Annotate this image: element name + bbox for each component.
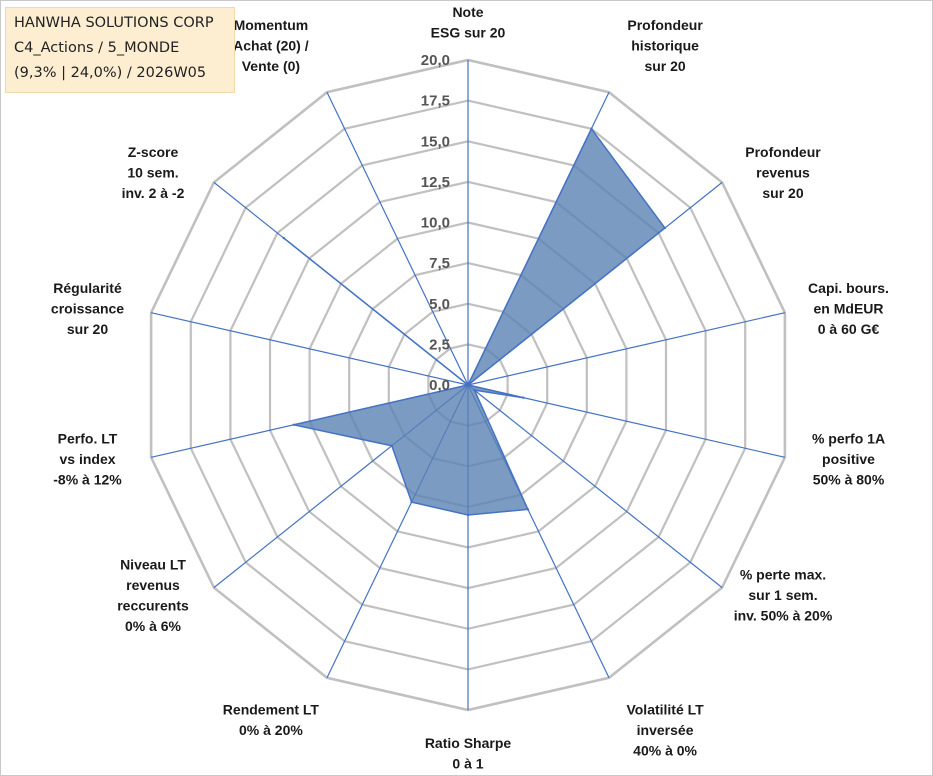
axis-label-line: Capi. bours. bbox=[808, 280, 889, 296]
axis-label-line: sur 20 bbox=[762, 185, 803, 201]
tick-label: 10,0 bbox=[421, 215, 450, 232]
axis-label-line: % perfo 1A bbox=[812, 431, 885, 447]
axis-label: Régularité croissance sur 20 bbox=[51, 280, 124, 337]
axis-label-line: reccurents bbox=[117, 597, 189, 613]
tick-label: 2,5 bbox=[429, 336, 450, 353]
axis-label-line: inv. 50% à 20% bbox=[734, 608, 833, 624]
data-point bbox=[526, 508, 530, 511]
axis-label-line: Rendement LT bbox=[223, 701, 320, 717]
data-point bbox=[410, 500, 413, 504]
axis-label: Profondeur historique sur 20 bbox=[627, 17, 703, 74]
axis-label: Volatilité LT inversée 40% à 0% bbox=[626, 701, 704, 758]
tick-label: 5,0 bbox=[429, 296, 450, 313]
axis-label: Rendement LT 0% à 20% bbox=[223, 701, 320, 738]
axis-label-line: historique bbox=[631, 38, 699, 54]
tick-label: 15,0 bbox=[421, 133, 450, 150]
data-point bbox=[282, 236, 285, 240]
series-area bbox=[283, 127, 666, 516]
axis-spoke bbox=[467, 384, 723, 589]
axis-label-line: Momentum bbox=[234, 17, 309, 33]
axis-label-line: revenus bbox=[756, 164, 810, 180]
axis-spoke bbox=[326, 91, 469, 386]
axis-label: Perfo. LT vs index -8% à 12% bbox=[53, 431, 122, 488]
data-point bbox=[473, 388, 476, 392]
title-line-1: HANWHA SOLUTIONS CORP bbox=[14, 15, 214, 31]
axis-label-line: croissance bbox=[51, 300, 124, 316]
axis-label-line: % perte max. bbox=[740, 567, 826, 583]
axis-label-line: vs index bbox=[59, 451, 115, 467]
title-line-2: C4_Actions / 5_MONDE bbox=[14, 40, 180, 56]
axis-label-line: 0 à 1 bbox=[452, 756, 483, 772]
tick-label: 20,0 bbox=[421, 52, 450, 69]
axis-label-line: inv. 2 à -2 bbox=[122, 185, 185, 201]
axis-label: Profondeur revenus sur 20 bbox=[745, 144, 821, 201]
axis-label-line: Perfo. LT bbox=[58, 431, 118, 447]
axis-label-line: 50% à 80% bbox=[813, 472, 885, 488]
axis-label: % perfo 1A positive 50% à 80% bbox=[812, 431, 885, 488]
axis-label: Z-score 10 sem. inv. 2 à -2 bbox=[122, 144, 185, 201]
axis-label-line: sur 20 bbox=[644, 58, 685, 74]
data-point bbox=[663, 226, 667, 230]
axis-label-line: en MdEUR bbox=[814, 300, 884, 316]
axis-label: Niveau LT revenus reccurents 0% à 6% bbox=[117, 556, 189, 634]
tick-label: 12,5 bbox=[421, 174, 450, 191]
axis-label-line: Ratio Sharpe bbox=[425, 735, 512, 751]
axis-label-line: Niveau LT bbox=[120, 556, 186, 572]
axis-label-line: positive bbox=[822, 451, 875, 467]
title-line-3: (9,3% | 24,0%) / 2026W05 bbox=[14, 65, 207, 81]
data-point bbox=[390, 444, 393, 447]
axis-label: Capi. bours. en MdEUR 0 à 60 G€ bbox=[808, 280, 889, 337]
title-box: HANWHA SOLUTIONS CORP C4_Actions / 5_MON… bbox=[5, 7, 235, 93]
axis-label-line: Z-score bbox=[128, 144, 179, 160]
axis-spoke bbox=[150, 312, 469, 386]
axis-label-line: 0% à 20% bbox=[239, 722, 303, 738]
axis-label-line: 0% à 6% bbox=[125, 618, 182, 634]
axis-label-line: Vente (0) bbox=[242, 58, 300, 74]
axis-label-line: 40% à 0% bbox=[633, 742, 697, 758]
axis-label: Momentum Achat (20) / Vente (0) bbox=[233, 17, 309, 74]
axis-label-line: revenus bbox=[126, 577, 180, 593]
axis-label-line: 10 sem. bbox=[127, 164, 178, 180]
data-point bbox=[292, 423, 295, 426]
data-point bbox=[522, 396, 525, 399]
data-point bbox=[466, 383, 470, 387]
axis-label: Note ESG sur 20 bbox=[431, 4, 506, 41]
data-point bbox=[466, 513, 470, 517]
axis-label-line: Profondeur bbox=[627, 17, 703, 33]
data-point bbox=[590, 127, 593, 130]
axis-label: % perte max. sur 1 sem. inv. 50% à 20% bbox=[734, 567, 833, 624]
tick-label: 0,0 bbox=[429, 377, 450, 394]
axis-label-line: sur 20 bbox=[67, 321, 108, 337]
axis-label-line: Régularité bbox=[53, 280, 122, 296]
axis-spoke bbox=[467, 312, 786, 386]
axis-label-line: Profondeur bbox=[745, 144, 821, 160]
axis-label-line: Volatilité LT bbox=[626, 701, 704, 717]
axis-label-line: -8% à 12% bbox=[53, 472, 122, 488]
axis-label-line: ESG sur 20 bbox=[431, 25, 506, 41]
axis-label-line: Achat (20) / bbox=[233, 38, 309, 54]
tick-label: 17,5 bbox=[421, 93, 450, 110]
axis-label-line: 0 à 60 G€ bbox=[818, 321, 880, 337]
axis-label: Ratio Sharpe 0 à 1 bbox=[425, 735, 512, 772]
axis-label-line: Note bbox=[452, 4, 483, 20]
axis-label-line: sur 1 sem. bbox=[748, 587, 817, 603]
tick-label: 7,5 bbox=[429, 255, 450, 272]
axis-label-line: inversée bbox=[637, 722, 694, 738]
